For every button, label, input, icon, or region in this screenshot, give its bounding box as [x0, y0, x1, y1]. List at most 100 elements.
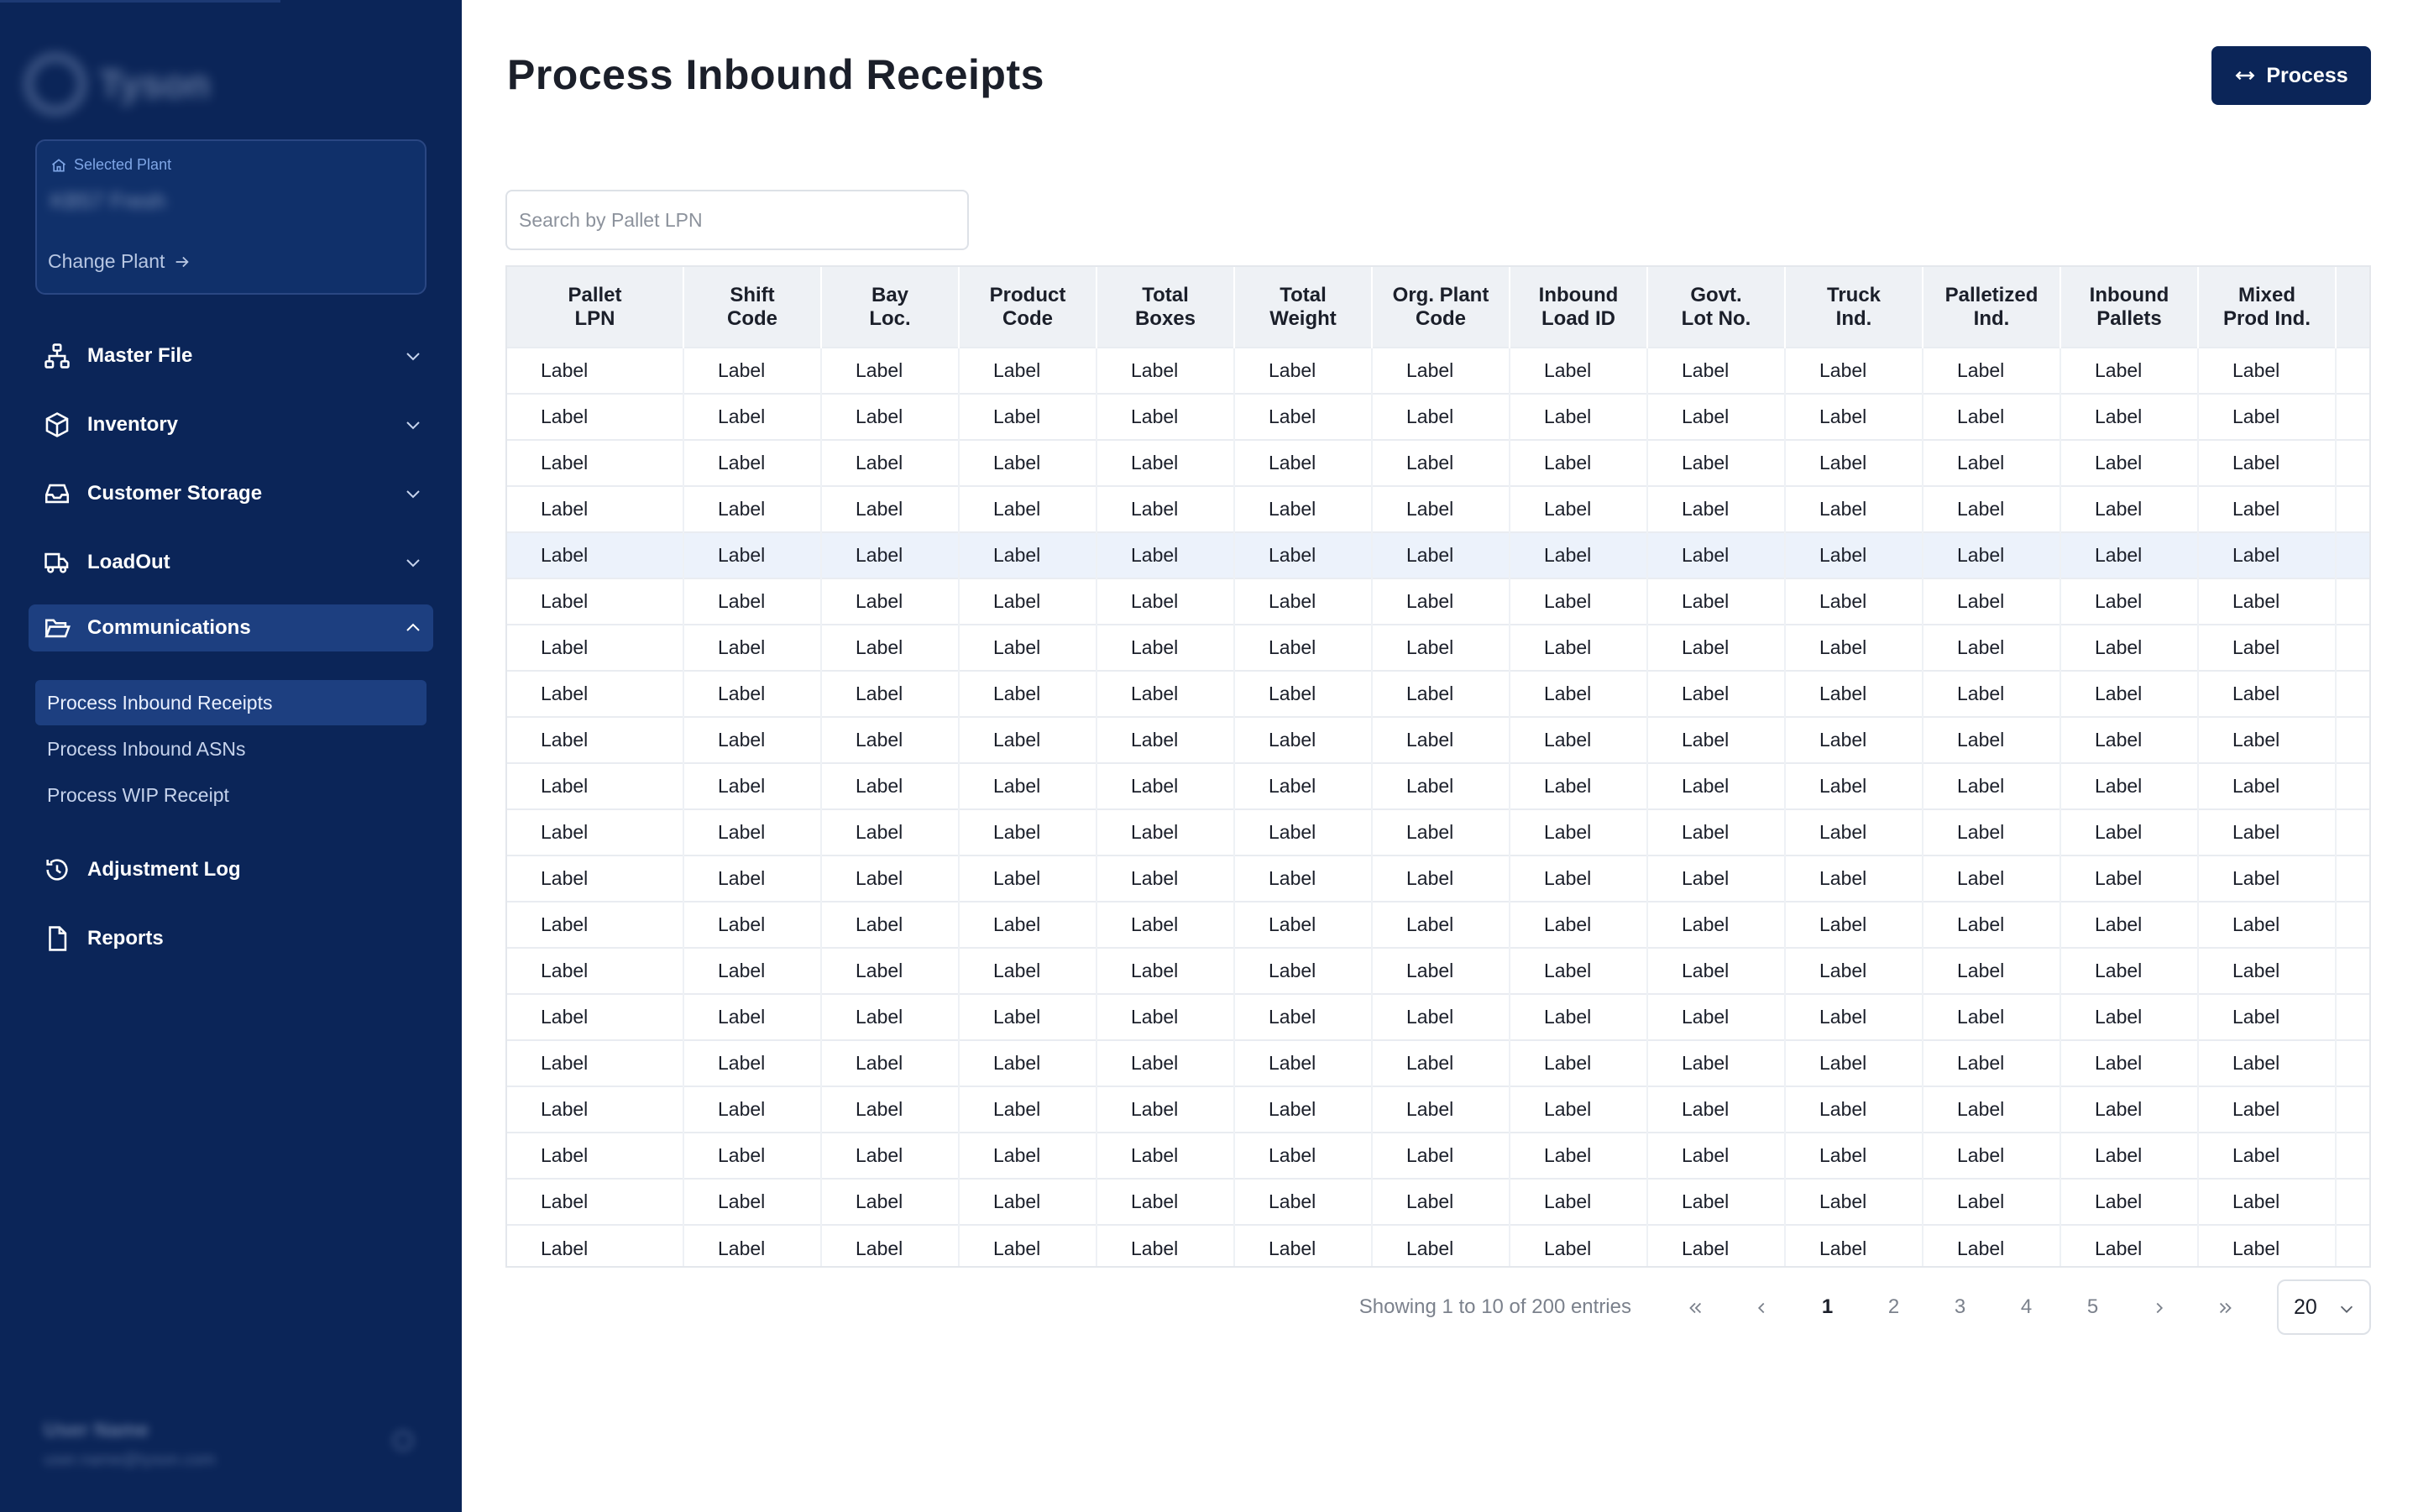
more-vertical-icon[interactable]	[2359, 862, 2369, 896]
more-vertical-icon[interactable]	[2359, 493, 2369, 526]
table-cell: Label	[959, 993, 1097, 1040]
page-button[interactable]: 4	[2020, 1295, 2033, 1318]
column-header[interactable]: Bay Loc.	[821, 267, 960, 348]
sidebar-item-adjustment-log[interactable]: Adjustment Log	[29, 846, 433, 893]
more-vertical-icon[interactable]	[2359, 816, 2369, 850]
column-header[interactable]: Shift Code	[683, 267, 822, 348]
subnav-item-process-inbound-asns[interactable]: Process Inbound ASNs	[47, 737, 246, 760]
table-cell: Label	[1647, 578, 1786, 625]
per-page-select[interactable]: 20	[2277, 1279, 2371, 1335]
more-vertical-icon[interactable]	[2359, 631, 2369, 665]
more-vertical-icon[interactable]	[2359, 1139, 2369, 1173]
more-vertical-icon[interactable]	[2359, 1185, 2369, 1219]
receipts-table: Pallet LPN Shift Code Bay Loc. Product Code…	[507, 267, 2369, 1266]
table-row[interactable]: Label Label Label Label Label Label Label Label…	[507, 624, 2369, 671]
table-row[interactable]: Label Label Label Label Label Label Label Label…	[507, 901, 2369, 948]
first-page-button[interactable]	[1662, 1295, 1728, 1319]
table-row[interactable]: Label Label Label Label Label Label Label Label…	[507, 993, 2369, 1040]
table-cell: Label	[1785, 531, 1923, 578]
table-header-row: Pallet LPN Shift Code Bay Loc. Product Code…	[507, 267, 2369, 348]
more-vertical-icon[interactable]	[2359, 539, 2369, 573]
next-page-button[interactable]	[2126, 1295, 2192, 1319]
table-row[interactable]: Label Label Label Label Label Label Label Label…	[507, 485, 2369, 532]
sidebar-item-communications[interactable]: Communications	[29, 604, 433, 651]
table-row[interactable]: Label Label Label Label Label Label Label Label…	[507, 762, 2369, 809]
column-header[interactable]: Total Boxes	[1096, 267, 1235, 348]
more-vertical-icon[interactable]	[2359, 1001, 2369, 1034]
column-header[interactable]: Inbound Load ID	[1510, 267, 1648, 348]
user-name: User Name	[44, 1419, 149, 1441]
more-vertical-icon[interactable]	[2359, 955, 2369, 988]
more-vertical-icon[interactable]	[2359, 908, 2369, 942]
more-vertical-icon[interactable]	[2359, 1093, 2369, 1127]
table-row[interactable]: Label Label Label Label Label Label Label Label…	[507, 947, 2369, 994]
column-header[interactable]: Palletized Ind.	[1923, 267, 2061, 348]
column-header[interactable]: Govt. Lot No.	[1647, 267, 1786, 348]
more-vertical-icon[interactable]	[2359, 447, 2369, 480]
table-row[interactable]: Label Label Label Label Label Label Label Label…	[507, 808, 2369, 855]
more-vertical-icon[interactable]	[2359, 678, 2369, 711]
more-vertical-icon[interactable]	[2359, 1232, 2369, 1265]
page-button[interactable]: 1	[1821, 1295, 1834, 1318]
process-button[interactable]: Process	[2211, 46, 2371, 105]
table-cell: Label	[1096, 1039, 1235, 1086]
subnav-item-process-inbound-receipts[interactable]: Process Inbound Receipts	[35, 680, 427, 725]
column-header[interactable]: Org. Plant Code	[1372, 267, 1510, 348]
page-button[interactable]: 5	[2086, 1295, 2099, 1318]
page-button[interactable]: 3	[1954, 1295, 1966, 1318]
table-row[interactable]: Label Label Label Label Label Label Label Label…	[507, 1086, 2369, 1133]
table-row[interactable]: Label Label Label Label Label Label Label Label…	[507, 1178, 2369, 1225]
last-page-button[interactable]	[2192, 1295, 2258, 1319]
table-cell: Label	[1923, 947, 2061, 994]
brand-logo[interactable]: Tyson	[25, 50, 210, 118]
table-cell: Label	[1923, 855, 2061, 902]
table-row[interactable]: Label Label Label Label Label Label Label Label…	[507, 1039, 2369, 1086]
sidebar-item-reports[interactable]: Reports	[29, 915, 433, 962]
table-cell: Label	[2060, 993, 2199, 1040]
row-actions-cell	[2336, 670, 2369, 717]
column-header[interactable]: Pallet LPN	[507, 267, 684, 348]
table-row[interactable]: Label Label Label Label Label Label Label Label…	[507, 439, 2369, 486]
more-vertical-icon[interactable]	[2359, 1047, 2369, 1080]
table-row[interactable]: Label Label Label Label Label Label Label Label…	[507, 1132, 2369, 1179]
row-actions-cell	[2336, 624, 2369, 671]
table-cell: Label	[1372, 1178, 1510, 1225]
table-cell: Label	[683, 393, 822, 440]
table-cell: Label	[821, 762, 960, 809]
table-row[interactable]: Label Label Label Label Label Label Label Label…	[507, 393, 2369, 440]
table-row[interactable]: Label Label Label Label Label Label Label Label…	[507, 1224, 2369, 1266]
more-vertical-icon[interactable]	[2359, 724, 2369, 757]
column-header[interactable]: Inbound Pallets	[2060, 267, 2199, 348]
table-row[interactable]: Label Label Label Label Label Label Label Label…	[507, 670, 2369, 717]
user-profile[interactable]: User Name user.name@tyson.com	[44, 1419, 413, 1478]
row-actions-cell	[2336, 1178, 2369, 1225]
receipts-table-container: Pallet LPN Shift Code Bay Loc. Product Code…	[505, 265, 2371, 1268]
prev-page-button[interactable]	[1728, 1295, 1794, 1319]
sidebar-item-customer-storage[interactable]: Customer Storage	[29, 470, 433, 517]
sidebar-item-loadout[interactable]: LoadOut	[29, 539, 433, 586]
more-vertical-icon[interactable]	[2359, 400, 2369, 434]
table-row[interactable]: Label Label Label Label Label Label Label Label…	[507, 531, 2369, 578]
more-vertical-icon[interactable]	[2359, 585, 2369, 619]
change-plant-link[interactable]: Change Plant	[48, 250, 191, 273]
column-header[interactable]: Total Weight	[1234, 267, 1373, 348]
row-actions-cell	[2336, 901, 2369, 948]
column-header[interactable]: Truck Ind.	[1785, 267, 1923, 348]
sidebar-item-master-file[interactable]: Master File	[29, 332, 433, 379]
table-row[interactable]: Label Label Label Label Label Label Label Label…	[507, 347, 2369, 394]
table-row[interactable]: Label Label Label Label Label Label Label Label…	[507, 855, 2369, 902]
subnav-item-process-wip-receipt[interactable]: Process WIP Receipt	[47, 783, 229, 806]
table-row[interactable]: Label Label Label Label Label Label Label Label…	[507, 716, 2369, 763]
column-header[interactable]: Product Code	[959, 267, 1097, 348]
more-vertical-icon[interactable]	[2359, 770, 2369, 803]
table-cell: Label	[1510, 1132, 1648, 1179]
sidebar-item-inventory[interactable]: Inventory	[29, 401, 433, 448]
more-vertical-icon[interactable]	[2359, 354, 2369, 388]
table-cell: Label	[1510, 1039, 1648, 1086]
search-input[interactable]	[505, 190, 969, 250]
column-header[interactable]: Mixed Prod Ind.	[2198, 267, 2337, 348]
page-button[interactable]: 2	[1887, 1295, 1900, 1318]
table-row[interactable]: Label Label Label Label Label Label Label Label…	[507, 578, 2369, 625]
table-cell: Label	[2060, 901, 2199, 948]
table-cell: Label	[821, 947, 960, 994]
